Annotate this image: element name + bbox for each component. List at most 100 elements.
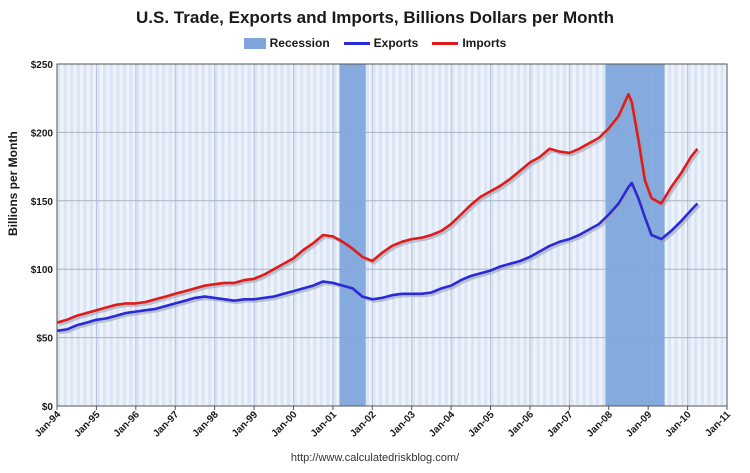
grid-stripe [707,64,711,406]
x-tick-label: Jan-04 [427,409,457,439]
series-line-exports [56,181,699,333]
x-tick-label: Jan-08 [585,409,615,439]
grid-stripe [89,64,94,406]
x-tick-label: Jan-98 [191,409,221,439]
grid-stripe [378,64,383,406]
grid-stripe [444,64,448,406]
grid-stripe [155,64,159,406]
grid-stripe [529,64,534,406]
grid-stripe [720,64,724,406]
grid-stripe [162,64,166,406]
grid-stripe [543,64,547,406]
legend-label-imports: Imports [462,36,507,50]
recession-band [339,64,366,406]
grid-stripe [122,64,126,406]
y-tick-label: $250 [31,60,54,71]
grid-stripe [424,64,429,406]
grid-stripe [313,64,317,406]
grid-stripe [490,64,494,406]
x-tick-label: Jan-99 [230,409,260,439]
grid-stripe [694,64,698,406]
x-tick-label: Jan-97 [151,409,181,439]
grid-stripe [201,64,205,406]
grid-stripe [569,64,573,406]
grid-stripe [306,64,310,406]
grid-stripe [168,64,172,406]
x-tick-label: Jan-09 [624,409,654,439]
y-tick-label: $200 [31,128,54,139]
grid-stripe [602,64,606,406]
plot-frame [56,63,728,407]
grid-stripe [589,64,593,406]
grid-stripe [280,64,284,406]
grid-stripe [175,64,179,406]
grid-stripe [63,64,67,406]
legend-label-recession: Recession [269,36,330,50]
series-shadow-imports [58,94,701,327]
grid-stripe [181,64,186,406]
grid-stripe [273,64,278,406]
grid-stripe [411,64,415,406]
grid-stripe [102,64,107,406]
grid-stripe [194,64,199,406]
grid-stripe [293,64,297,406]
grid-stripe [700,64,705,406]
grid-stripe [234,64,238,406]
grid-stripe [470,64,475,406]
legend-label-exports: Exports [373,36,419,50]
x-tick-label: Jan-01 [309,409,339,439]
grid-stripe [148,64,153,406]
grid-stripe [332,64,337,406]
grid-stripe [96,64,100,406]
grid-stripe [300,64,304,406]
legend: Recession Exports Imports [0,36,750,50]
grid-stripe [477,64,481,406]
x-tick-label: Jan-06 [506,409,536,439]
grid-stripe [681,64,685,406]
grid-stripe [221,64,225,406]
grid-stripe [523,64,527,406]
grid-stripe [713,64,718,406]
legend-item-imports: Imports [432,36,506,50]
grid-stripe [372,64,376,406]
grid-stripe [109,64,113,406]
grid-stripe [240,64,245,406]
grid-stripe [208,64,212,406]
series-shadow-exports [58,183,701,335]
grid-stripe [556,64,560,406]
x-tick-label: Jan-00 [269,409,299,439]
grid-stripe [398,64,402,406]
x-tick-label: Jan-05 [466,409,496,439]
grid-stripe [83,64,87,406]
grid-stripe [214,64,218,406]
grid-stripe [76,64,80,406]
grid-stripe [516,64,521,406]
grid-stripe [503,64,507,406]
grid-stripe [129,64,133,406]
grid-stripe [451,64,455,406]
y-tick-label: $50 [36,334,53,345]
series-line-imports [56,92,699,324]
x-tick-label: Jan-10 [664,409,694,439]
grid-stripe [260,64,264,406]
grid-stripe [135,64,140,406]
grid-stripe [464,64,468,406]
grid-stripe [483,64,488,406]
y-tick-label: $100 [31,265,54,276]
grid-stripe [70,64,74,406]
grid-stripe [365,64,370,406]
x-tick-label: Jan-95 [72,409,102,439]
x-tick-label: Jan-02 [348,409,378,439]
grid-stripe [562,64,567,406]
grid-stripe [385,64,389,406]
legend-swatch-imports [432,41,459,45]
grid-stripe [267,64,271,406]
grid-stripe [595,64,599,406]
grid-stripe [674,64,678,406]
legend-swatch-exports [343,41,370,45]
chart-title: U.S. Trade, Exports and Imports, Billion… [136,8,614,27]
y-tick-label: $0 [42,402,54,413]
y-tick-label: $150 [31,197,54,208]
grid-stripe [57,64,61,406]
